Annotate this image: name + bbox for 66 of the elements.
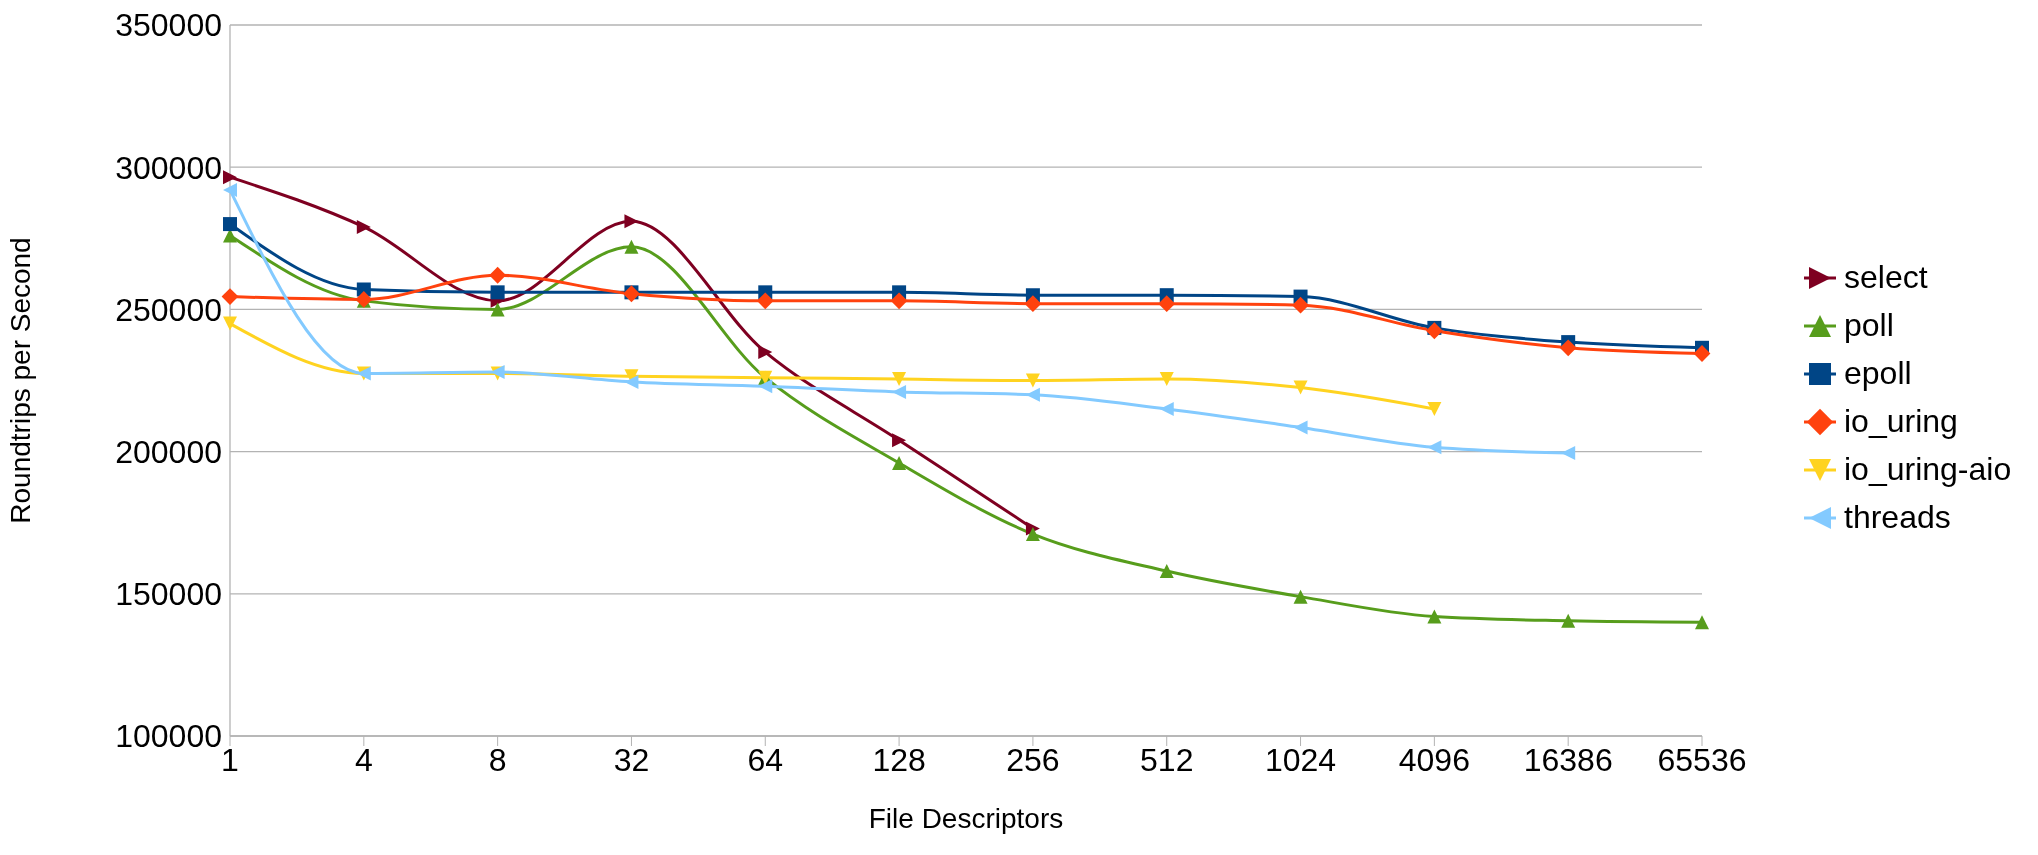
- y-tick-label: 250000: [115, 291, 222, 328]
- x-tick-label: 16386: [1523, 741, 1613, 778]
- point: [223, 217, 237, 232]
- legend-label: epoll: [1844, 355, 1912, 392]
- point: [221, 288, 239, 305]
- y-tick-label: 300000: [115, 149, 222, 186]
- y-tick-label: 350000: [115, 7, 222, 44]
- x-tick-label: 4096: [1398, 741, 1470, 778]
- y-tick-label: 150000: [115, 576, 222, 613]
- point: [1427, 440, 1442, 455]
- point: [223, 316, 237, 331]
- point: [1427, 609, 1442, 624]
- point: [1561, 446, 1576, 461]
- x-tick-label: 64: [747, 741, 784, 778]
- x-tick-label: 8: [488, 741, 507, 778]
- x-tick-label: 1: [221, 741, 239, 778]
- x-tick-label: 128: [872, 741, 926, 778]
- point: [1425, 322, 1443, 340]
- point: [489, 266, 507, 284]
- point: [1158, 295, 1176, 313]
- x-tick-label: 256: [1006, 741, 1060, 778]
- point: [756, 292, 774, 310]
- x-tick-label: 65536: [1657, 741, 1747, 778]
- point: [223, 170, 237, 185]
- point: [1025, 527, 1040, 542]
- x-tick-label: 512: [1140, 741, 1194, 778]
- x-tick-label: 4: [354, 741, 373, 778]
- point: [758, 345, 773, 360]
- point: [1159, 401, 1174, 416]
- y-tick-label: 100000: [115, 718, 222, 755]
- point: [890, 292, 908, 310]
- point: [1695, 615, 1709, 630]
- y-tick-label: 200000: [115, 433, 222, 470]
- point: [1159, 564, 1174, 579]
- point: [1693, 345, 1711, 362]
- point: [892, 455, 907, 470]
- legend-label: poll: [1844, 307, 1894, 344]
- point: [356, 219, 371, 234]
- x-tick-label: 32: [613, 741, 650, 778]
- legend-label: select: [1844, 259, 1928, 296]
- point: [624, 239, 639, 254]
- point: [1024, 295, 1042, 313]
- point: [1293, 589, 1308, 604]
- point: [1293, 380, 1308, 395]
- point: [1293, 420, 1308, 435]
- point: [1025, 373, 1040, 388]
- legend-label: io_uring-aio: [1844, 451, 2012, 488]
- point: [624, 214, 639, 229]
- point: [758, 379, 773, 394]
- point: [490, 285, 505, 300]
- point: [1427, 401, 1442, 416]
- point: [1559, 339, 1577, 357]
- point: [624, 374, 639, 389]
- y-axis-title: Roundtrips per Second: [4, 237, 36, 524]
- point: [1561, 613, 1576, 628]
- point: [892, 433, 907, 448]
- point: [223, 182, 237, 197]
- x-axis-title: File Descriptors: [868, 803, 1064, 834]
- point: [1292, 296, 1309, 314]
- point: [892, 372, 907, 387]
- point: [490, 302, 505, 317]
- legend-label: threads: [1844, 499, 1951, 536]
- point: [1159, 372, 1174, 387]
- x-tick-label: 1024: [1264, 741, 1337, 778]
- point: [892, 384, 907, 399]
- legend-label: io_uring: [1844, 403, 1958, 440]
